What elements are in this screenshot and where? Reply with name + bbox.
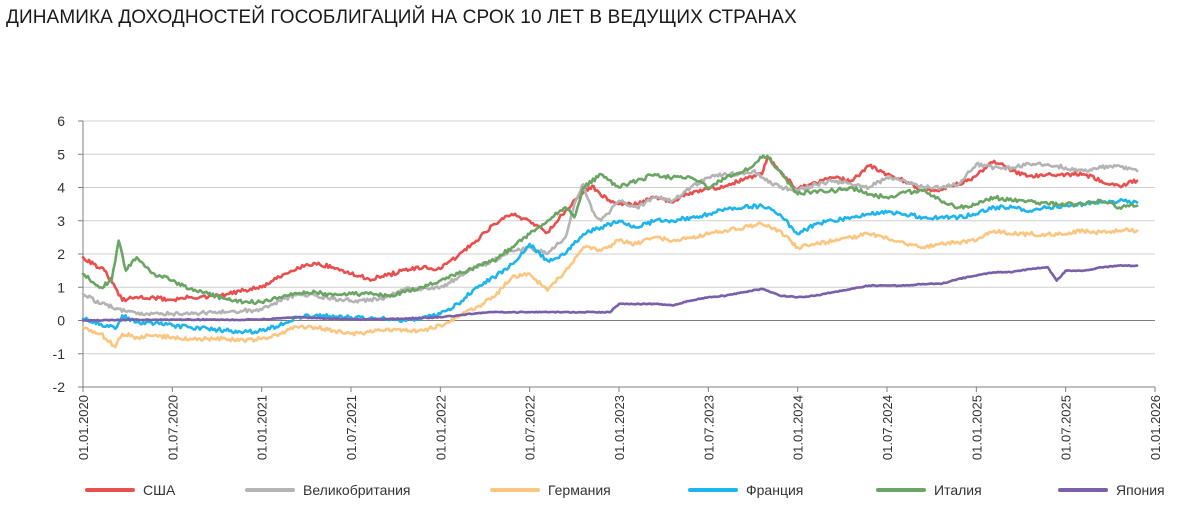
x-tick-label: 01.07.2022 [523,395,538,460]
y-tick-label: 3 [57,213,65,229]
y-tick-label: 0 [57,313,65,329]
y-tick-label: -2 [53,379,66,395]
series-lines [81,154,1139,349]
legend-label: Франция [746,482,804,498]
x-tick-label: 01.01.2026 [1148,395,1163,460]
x-tick-label: 01.01.2025 [969,395,984,460]
legend-swatch [245,488,295,492]
chart-title: ДИНАМИКА ДОХОДНОСТЕЙ ГОСОБЛИГАЦИЙ НА СРО… [6,7,797,28]
x-tick-label: 01.01.2023 [612,395,627,460]
series-line-3 [81,197,1139,335]
y-tick-label: -1 [53,346,66,362]
series-line-2 [81,221,1139,349]
series-line-0 [81,156,1139,303]
x-tick-label: 01.01.2020 [76,395,91,460]
x-tick-label: 01.07.2024 [880,395,895,460]
x-tick-label: 01.07.2021 [344,395,359,460]
series-line-1 [81,161,1139,317]
legend-swatch [490,488,540,492]
legend-item: Франция [688,482,803,498]
legend-item: Германия [490,482,611,498]
x-tick-label: 01.01.2022 [433,395,448,460]
y-tick-label: 5 [57,146,65,162]
series-line-5 [81,263,1139,323]
y-tick-labels: 6 5 4 3 2 1 0 -1 -2 [53,113,66,395]
legend-label: Италия [934,482,982,498]
legend-label: Великобритания [303,482,411,498]
series-line-4 [81,154,1139,306]
x-tick-labels: 01.01.2020 01.07.2020 01.01.2021 01.07.2021… [76,395,1163,460]
y-tick-label: 2 [57,246,65,262]
x-tick-label: 01.07.2020 [165,395,180,460]
x-tick-label: 01.07.2025 [1059,395,1074,460]
y-tick-label: 1 [57,279,65,295]
legend-label: Германия [548,482,611,498]
legend: США Великобритания Германия Франция Италия Яп… [0,482,1200,506]
legend-label: Япония [1116,482,1165,498]
x-tick-label: 01.07.2023 [701,395,716,460]
legend-item: США [85,482,175,498]
y-tick-label: 6 [57,113,65,129]
legend-item: Великобритания [245,482,411,498]
legend-item: Италия [876,482,982,498]
legend-swatch [876,488,926,492]
x-tick-label: 01.01.2021 [255,395,270,460]
legend-swatch [688,488,738,492]
legend-swatch [1058,488,1108,492]
x-tick-label: 01.01.2024 [791,395,806,460]
legend-swatch [85,488,135,492]
legend-item: Япония [1058,482,1165,498]
legend-label: США [143,482,176,498]
y-tick-label: 4 [57,180,65,196]
